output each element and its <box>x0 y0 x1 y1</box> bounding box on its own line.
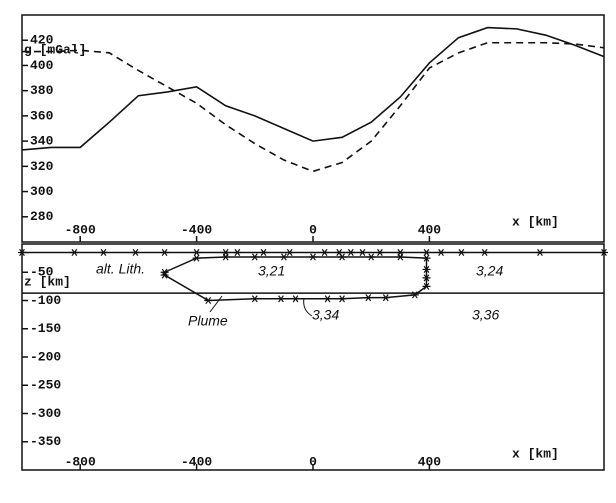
vertex-marker <box>160 248 169 257</box>
y-tick-label: -150 <box>30 321 61 336</box>
x-axis-label: x [km] <box>512 446 559 461</box>
vertex-marker <box>338 253 347 261</box>
annotation: 3,24 <box>476 263 503 279</box>
vertex-marker <box>396 253 405 261</box>
x-tick-label: -800 <box>65 454 96 469</box>
y-tick-label: 300 <box>30 184 54 199</box>
x-tick-label: 400 <box>418 454 442 469</box>
y-tick-label: -300 <box>30 406 61 421</box>
top-frame <box>21 14 605 243</box>
vertex-marker <box>335 248 344 257</box>
annotation: 3,34 <box>312 307 339 323</box>
vertex-marker <box>18 248 26 257</box>
annotation: alt. Lith. <box>96 261 145 277</box>
y-tick-label: 380 <box>30 83 54 98</box>
gravity-curve <box>21 26 605 151</box>
y-tick-label: -100 <box>30 293 61 308</box>
y-tick-label: 340 <box>30 134 54 149</box>
vertex-marker <box>480 248 489 257</box>
vertex-marker <box>600 248 608 257</box>
y-tick-label: 360 <box>30 108 54 123</box>
vertex-marker <box>367 253 376 261</box>
vertex-marker <box>364 294 373 302</box>
y-tick-label: -200 <box>30 349 61 364</box>
vertex-marker <box>221 248 230 257</box>
vertex-marker <box>338 295 347 303</box>
y-tick-label: 280 <box>30 209 54 224</box>
vertex-marker <box>422 282 431 290</box>
vertex-marker <box>160 271 169 279</box>
gravity-curve <box>22 41 605 173</box>
vertex-marker <box>323 295 332 303</box>
y-tick-label: 400 <box>30 58 54 73</box>
vertex-marker <box>410 291 419 299</box>
y-tick-label: 420 <box>30 33 54 48</box>
x-tick-label: 400 <box>418 222 442 237</box>
leader-line <box>209 295 223 313</box>
y-axis-label: g [mGal] <box>24 42 86 57</box>
vertex-marker <box>437 248 446 257</box>
vertex-marker <box>99 248 108 257</box>
annotation: 3,36 <box>472 307 499 323</box>
y-tick-label: -50 <box>30 265 54 280</box>
vertex-marker <box>250 295 259 303</box>
y-axis-label: z [km] <box>24 274 71 289</box>
vertex-marker <box>535 248 544 257</box>
vertex-marker <box>422 254 431 262</box>
x-tick-label: -800 <box>65 222 96 237</box>
vertex-marker <box>375 248 384 257</box>
vertex-marker <box>192 254 201 262</box>
y-tick-label: -350 <box>30 434 61 449</box>
vertex-marker <box>250 253 259 261</box>
x-tick-label: -400 <box>181 454 212 469</box>
bottom-frame <box>21 243 605 471</box>
vertex-marker <box>320 248 329 257</box>
model-boundary <box>163 256 428 302</box>
vertex-marker <box>309 253 317 261</box>
vertex-marker <box>396 248 405 257</box>
vertex-marker <box>276 295 285 303</box>
annotation: 3,21 <box>258 263 285 279</box>
vertex-marker <box>422 274 431 282</box>
vertex-marker <box>381 294 390 302</box>
vertex-marker <box>457 248 466 257</box>
leader-line <box>303 297 313 317</box>
vertex-marker <box>204 296 213 305</box>
vertex-marker <box>192 248 201 257</box>
x-tick-label: -400 <box>181 222 212 237</box>
vertex-marker <box>422 248 431 257</box>
vertex-marker <box>259 248 268 257</box>
annotation: Plume <box>188 313 228 329</box>
vertex-marker <box>279 253 288 261</box>
y-tick-label: -250 <box>30 378 61 393</box>
vertex-marker <box>346 248 355 257</box>
x-axis-label: x [km] <box>512 214 559 229</box>
vertex-marker <box>221 253 230 261</box>
x-tick-label: 0 <box>309 222 317 237</box>
vertex-marker <box>422 265 431 273</box>
x-tick-label: 0 <box>309 454 317 469</box>
vertex-marker <box>291 295 300 303</box>
vertex-marker <box>233 248 242 257</box>
y-tick-label: 320 <box>30 159 54 174</box>
vertex-marker <box>131 248 140 257</box>
vertex-marker <box>285 248 294 257</box>
vertex-marker <box>358 248 367 257</box>
vertex-marker <box>70 248 79 257</box>
